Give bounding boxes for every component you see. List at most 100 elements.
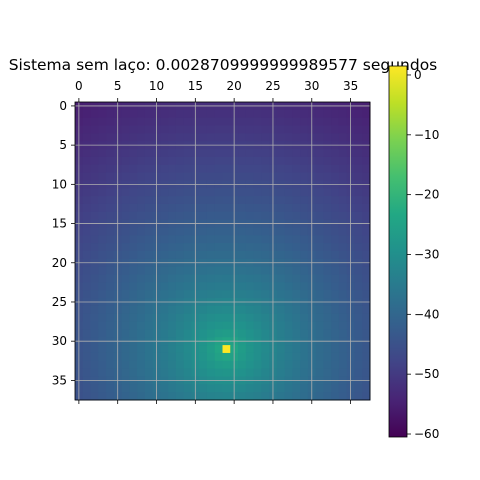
heatmap-cell (90, 352, 99, 362)
heatmap-cell (331, 345, 340, 354)
heatmap-cell (144, 290, 154, 299)
heatmap-cell (214, 368, 223, 377)
heatmap-cell (214, 392, 223, 401)
heatmap-cell (362, 172, 371, 181)
heatmap-cell (300, 172, 309, 181)
heatmap-cell (160, 235, 169, 244)
heatmap-cell (160, 392, 169, 401)
heatmap-cell (261, 133, 270, 142)
heatmap-cell (137, 188, 146, 197)
heatmap-cell (206, 290, 216, 299)
heatmap-cell (90, 227, 99, 236)
heatmap-cell (121, 384, 130, 393)
heatmap-cell (261, 211, 270, 221)
heatmap-cell (331, 188, 340, 197)
heatmap-cell (276, 345, 286, 354)
heatmap-cell (129, 243, 138, 252)
heatmap-cell (238, 290, 247, 299)
heatmap-cell (175, 384, 185, 393)
heatmap-cell (354, 188, 363, 197)
heatmap-cell (82, 282, 92, 291)
heatmap-cell (129, 172, 138, 181)
heatmap-cell (300, 117, 309, 127)
heatmap-cell (315, 352, 324, 362)
heatmap-cell (253, 392, 262, 401)
heatmap-cell (238, 203, 247, 213)
heatmap-cell (253, 266, 262, 276)
heatmap-cell (199, 360, 208, 370)
heatmap-cell (292, 109, 301, 119)
heatmap-cell (168, 211, 177, 221)
heatmap-cell (168, 345, 177, 354)
heatmap-cell (284, 125, 293, 134)
heatmap-cell (284, 251, 293, 260)
heatmap-cell (175, 188, 185, 197)
heatmap-cell (292, 313, 301, 323)
heatmap-cell (222, 290, 231, 299)
heatmap-cell (245, 274, 255, 283)
heatmap-cell (82, 172, 92, 181)
heatmap-cell (206, 203, 216, 213)
heatmap-cell (292, 368, 301, 377)
heatmap-cell (245, 251, 255, 260)
heatmap-cell (183, 329, 192, 338)
heatmap-cell (175, 313, 185, 323)
heatmap-cell (214, 352, 223, 362)
heatmap-cell (238, 345, 247, 354)
heatmap-cell (82, 164, 92, 174)
heatmap-cell (82, 211, 92, 221)
heatmap-cell (90, 360, 99, 370)
heatmap-cell (144, 109, 154, 119)
heatmap-cell (323, 109, 332, 119)
heatmap-cell (90, 235, 99, 244)
heatmap-cell (106, 235, 115, 244)
heatmap-cell (168, 117, 177, 127)
heatmap-cell (331, 290, 340, 299)
heatmap-cell (222, 329, 231, 338)
heatmap-cell (323, 203, 332, 213)
heatmap-cell (82, 290, 92, 299)
heatmap-cell (323, 188, 332, 197)
heatmap-cell (238, 266, 247, 276)
heatmap-cell (82, 125, 92, 134)
heatmap-cell (137, 133, 146, 142)
heatmap-cell (338, 305, 348, 315)
heatmap-cell (160, 251, 169, 260)
heatmap-cell (222, 235, 231, 244)
heatmap-cell (338, 243, 348, 252)
heatmap-cell (292, 227, 301, 236)
heatmap-cell (90, 149, 99, 158)
heatmap-cell (160, 329, 169, 338)
heatmap-cell (284, 321, 293, 330)
heatmap-cell (261, 392, 270, 401)
heatmap-cell (238, 156, 247, 166)
heatmap-cell (206, 305, 216, 315)
heatmap-cell (199, 203, 208, 213)
heatmap-cell (222, 149, 231, 158)
heatmap-cell (300, 321, 309, 330)
heatmap-cell (214, 125, 223, 134)
heatmap-cell (183, 384, 192, 393)
heatmap-cell (160, 133, 169, 142)
heatmap-cell (90, 109, 99, 119)
heatmap-cell (106, 352, 115, 362)
heatmap-cell (206, 211, 216, 221)
heatmap-cell (137, 243, 146, 252)
heatmap-cell (354, 149, 363, 158)
heatmap-cell (238, 282, 247, 291)
heatmap-cell (144, 149, 154, 158)
heatmap-cell (222, 211, 231, 221)
heatmap-cell (137, 109, 146, 119)
heatmap-cell (253, 235, 262, 244)
heatmap-cell (98, 329, 107, 338)
heatmap-cell (354, 384, 363, 393)
heatmap-cell (362, 282, 371, 291)
heatmap-cell (175, 133, 185, 142)
heatmap-cell (121, 290, 130, 299)
chart-title: Sistema sem laço: 0.0028709999999989577 … (9, 56, 438, 74)
heatmap-cell (222, 125, 231, 134)
heatmap-cell (214, 243, 223, 252)
heatmap-cell (144, 329, 154, 338)
heatmap-cell (168, 243, 177, 252)
heatmap-cell (144, 133, 154, 142)
